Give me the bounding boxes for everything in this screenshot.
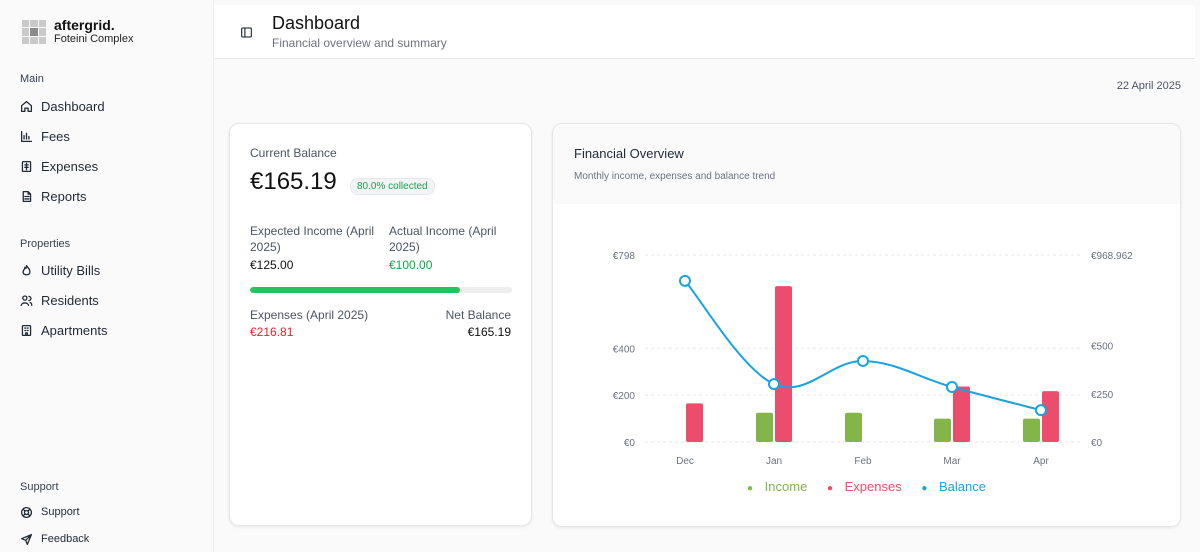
users-icon (20, 294, 33, 306)
collected-badge: 80.0% collected (350, 178, 435, 195)
sidebar-item-label: Dashboard (41, 98, 105, 114)
expenses-bar (686, 403, 703, 442)
balance-point (946, 380, 958, 393)
expected-income-value: €125.00 (250, 258, 294, 272)
financial-overview-card: Financial Overview Monthly income, expen… (552, 123, 1181, 527)
current-date: 22 April 2025 (1116, 80, 1181, 92)
lifebuoy-icon (20, 506, 33, 518)
legend-expenses[interactable]: ● Expenses (826, 479, 902, 494)
sidebar-item-feedback[interactable]: Feedback (20, 530, 89, 548)
y-tick-right: €968.962 (1091, 251, 1133, 262)
income-bar (934, 418, 951, 442)
section-label-support: Support (20, 481, 59, 493)
page-header: Dashboard Financial overview and summary (215, 5, 1195, 59)
chart-title: Financial Overview (574, 146, 684, 161)
x-tick: Apr (1033, 456, 1049, 467)
balance-card: Current Balance €165.19 80.0% collected … (229, 123, 532, 526)
brand-logo-icon (22, 20, 46, 44)
y-tick-left: €0 (624, 438, 636, 449)
sidebar-item-expenses[interactable]: Expenses (20, 157, 98, 175)
brand[interactable]: aftergrid. Foteini Complex (22, 18, 133, 46)
actual-income-label: Actual Income (April 2025) (389, 224, 497, 254)
current-balance-value: €165.19 (250, 168, 337, 195)
chart-header: Financial Overview Monthly income, expen… (553, 124, 1180, 204)
flame-icon (22, 264, 31, 275)
income-bar (1023, 418, 1040, 442)
y-tick-right: €0 (1091, 438, 1103, 449)
financial-chart: €0 €200 €400 €798 €0 €250 €500 €968.962 Dec Jan Fe… (613, 251, 1133, 467)
sidebar-toggle-button[interactable] (240, 26, 253, 39)
brand-name: aftergrid. (54, 17, 115, 33)
sidebar-item-label: Reports (41, 188, 87, 204)
sidebar-item-apartments[interactable]: Apartments (20, 321, 107, 339)
sidebar-item-residents[interactable]: Residents (20, 291, 99, 309)
y-tick-left: €798 (613, 251, 636, 262)
sidebar-item-label: Residents (41, 292, 99, 308)
expenses-label: Expenses (April 2025) (250, 308, 369, 322)
expected-income-label: Expected Income (April 2025) (250, 224, 375, 254)
income-bar (756, 412, 773, 442)
sidebar-item-dashboard[interactable]: Dashboard (20, 97, 105, 115)
sidebar-item-label: Apartments (41, 322, 108, 338)
net-balance-label: Net Balance (445, 308, 511, 322)
net-balance-value: €165.19 (467, 325, 511, 339)
expenses-bar (953, 386, 970, 442)
sidebar-item-support[interactable]: Support (20, 503, 80, 521)
x-tick: Mar (943, 456, 961, 467)
home-icon (20, 100, 33, 112)
balance-point (857, 354, 869, 367)
main-content: Dashboard Financial overview and summary… (215, 0, 1200, 552)
sidebar-item-label: Utility Bills (41, 262, 101, 278)
collection-progress-bar (250, 287, 512, 293)
expenses-bar (1042, 391, 1059, 442)
sidebar-toggle-icon (240, 27, 253, 38)
expenses-bar (775, 286, 792, 442)
actual-income-value: €100.00 (389, 258, 433, 272)
sidebar-item-reports[interactable]: Reports (20, 187, 87, 205)
sidebar-item-fees[interactable]: Fees (20, 127, 70, 145)
building-icon (21, 324, 32, 336)
page-subtitle: Financial overview and summary (272, 36, 447, 50)
page-title: Dashboard (272, 13, 361, 33)
x-tick: Dec (676, 456, 694, 467)
legend-income[interactable]: ● Income (747, 479, 808, 494)
brand-sub: Foteini Complex (54, 33, 134, 45)
balance-point (679, 274, 691, 287)
y-tick-left: €400 (613, 344, 636, 355)
balance-line (684, 280, 1042, 412)
y-tick-right: €500 (1091, 342, 1114, 353)
sidebar-item-label: Support (41, 506, 80, 518)
sidebar-item-utility-bills[interactable]: Utility Bills (20, 261, 100, 279)
current-balance-label: Current Balance (250, 146, 337, 160)
send-icon (20, 533, 33, 545)
section-label-main: Main (20, 73, 44, 85)
bar-chart-icon (20, 130, 33, 142)
y-tick-right: €250 (1091, 390, 1114, 401)
balance-point (768, 378, 780, 391)
chart-legend: ● Income ● Expenses ● Balance (553, 479, 1180, 494)
sidebar-item-label: Fees (41, 128, 70, 144)
legend-balance[interactable]: ● Balance (921, 479, 986, 494)
chart-subtitle: Monthly income, expenses and balance tre… (574, 171, 776, 182)
expenses-value: €216.81 (250, 325, 294, 339)
collection-progress-fill (250, 287, 460, 293)
section-label-properties: Properties (20, 238, 71, 250)
x-tick: Feb (854, 456, 872, 467)
sidebar: aftergrid. Foteini Complex Main Dashboar… (0, 0, 214, 552)
receipt-icon (21, 160, 32, 172)
x-tick: Jan (766, 456, 782, 467)
y-tick-left: €200 (613, 391, 636, 402)
balance-point (1035, 404, 1047, 417)
sidebar-item-label: Expenses (41, 158, 99, 174)
sidebar-item-label: Feedback (41, 533, 90, 545)
income-bar (845, 412, 862, 442)
document-icon (22, 190, 32, 202)
